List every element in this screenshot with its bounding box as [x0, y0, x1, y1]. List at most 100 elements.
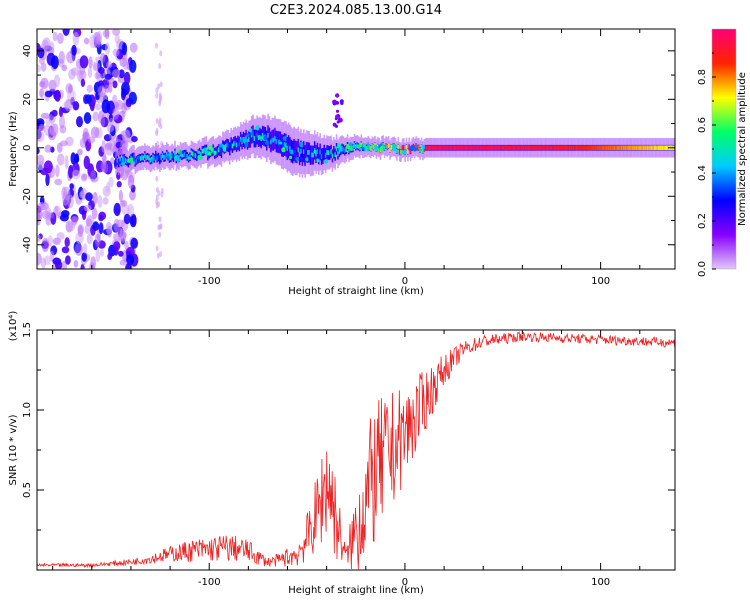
ridge-core-cell: [552, 145, 554, 151]
y-tick-label: 0.5: [22, 482, 33, 498]
ridge-core-cell: [498, 145, 501, 151]
spectrogram-frame: [36, 28, 676, 270]
ridge-blob: [392, 145, 398, 151]
noise-cell: [159, 50, 163, 57]
spectrogram-x-label: Height of straight line (km): [288, 286, 424, 297]
noise-cell: [97, 195, 103, 208]
ridge-blob: [197, 150, 201, 154]
ridge-core-cell: [231, 143, 234, 149]
ridge-core-cell: [183, 151, 186, 157]
ridge-core-cell: [171, 153, 173, 159]
ridge-blob: [379, 145, 385, 151]
ridge-core-cell: [238, 141, 241, 147]
ridge-core-cell: [164, 154, 167, 160]
ridge-core-cell: [656, 145, 658, 151]
ridge-core-cell: [133, 154, 135, 160]
ridge-blob: [265, 140, 270, 146]
ridge-core-cell: [605, 145, 608, 151]
noise-cell: [57, 153, 65, 166]
ridge-core-cell: [312, 152, 315, 158]
ridge-core-cell: [297, 147, 300, 153]
ridge-core-cell: [382, 142, 384, 148]
ridge-core-cell: [626, 145, 628, 151]
ridge-core-cell: [453, 145, 456, 151]
noise-cell: [112, 94, 118, 104]
spectrogram-cells: [37, 29, 675, 269]
noise-cell: [88, 56, 93, 69]
ridge-core-cell: [293, 147, 295, 153]
ridge-core-cell: [372, 144, 375, 150]
ridge-core-cell: [368, 145, 371, 150]
ridge-core-cell: [618, 145, 620, 151]
ridge-core-cell: [556, 145, 558, 151]
noise-cell: [118, 69, 125, 79]
x-tick-label: -100: [198, 276, 221, 287]
noise-cell: [54, 205, 59, 217]
ridge-core-cell: [505, 145, 508, 151]
ridge-core-cell: [392, 144, 394, 149]
ridge-core-cell: [429, 145, 431, 151]
ridge-core-cell: [438, 145, 441, 151]
colorbar: 0.0 0.2 0.4 0.6 0.8 Normalized spectral ampl…: [697, 28, 748, 277]
ridge-core-cell: [649, 145, 652, 151]
spectrogram-panel: -100 0 100 -40 -20 0 20 40 Height of straight l…: [8, 28, 676, 297]
noise-cell: [158, 121, 161, 128]
ridge-core-cell: [570, 145, 572, 151]
noise-cell: [100, 160, 107, 173]
noise-cell: [123, 213, 131, 225]
ridge-core-cell: [585, 145, 587, 151]
noise-cell: [129, 59, 137, 73]
ridge-core-cell: [479, 145, 482, 151]
ridge-core-cell: [504, 145, 506, 151]
ridge-core-cell: [218, 147, 220, 153]
ridge-core-cell: [444, 145, 446, 151]
ridge-core-cell: [435, 145, 438, 151]
ridge-core-cell: [257, 135, 260, 141]
ridge-core-cell: [396, 148, 398, 154]
ridge-core-cell: [211, 148, 213, 154]
ridge-core-cell: [518, 145, 520, 151]
ridge-blob: [242, 136, 249, 143]
noise-cell: [84, 94, 92, 104]
noise-cell: [76, 116, 83, 128]
ridge-core-cell: [186, 154, 189, 159]
ridge-core-cell: [200, 152, 202, 157]
ridge-core-cell: [407, 149, 409, 154]
ridge-core-cell: [326, 150, 328, 155]
noise-cell: [37, 47, 45, 59]
ridge-core-cell: [648, 145, 650, 151]
ridge-core-cell: [604, 145, 606, 151]
ridge-core-cell: [509, 145, 512, 151]
ridge-core-cell: [237, 140, 239, 146]
ridge-core-cell: [331, 153, 334, 159]
ridge-core-cell: [490, 145, 493, 151]
noise-cell: [67, 194, 74, 209]
ridge-core-cell: [464, 145, 467, 151]
ridge-core-cell: [471, 145, 474, 151]
ridge-core-cell: [142, 155, 145, 161]
ridge-core-cell: [470, 145, 472, 151]
ridge-core-cell: [334, 152, 337, 157]
ridge-blob: [413, 147, 418, 152]
noise-cell: [52, 31, 58, 42]
y-tick-label: 1.0: [22, 402, 33, 418]
ridge-core-cell: [316, 149, 319, 154]
noise-cell: [124, 240, 129, 250]
ridge-blob: [348, 142, 353, 147]
ridge-core-cell: [219, 148, 221, 153]
ridge-core-cell: [661, 145, 664, 151]
ridge-blob: [299, 142, 305, 148]
noise-cell: [113, 202, 121, 217]
ridge-core-cell: [600, 145, 602, 151]
ridge-core-cell: [270, 139, 272, 145]
noise-cell: [42, 37, 51, 50]
ridge-core-cell: [545, 145, 547, 151]
ridge-core-cell: [515, 145, 517, 151]
noise-cell: [81, 173, 88, 180]
noise-cell: [44, 90, 53, 98]
ridge-blob: [338, 146, 344, 152]
ridge-core-cell: [541, 145, 543, 151]
noise-cell: [38, 123, 46, 132]
noise-cell: [71, 67, 80, 76]
ridge-core-cell: [450, 145, 453, 151]
